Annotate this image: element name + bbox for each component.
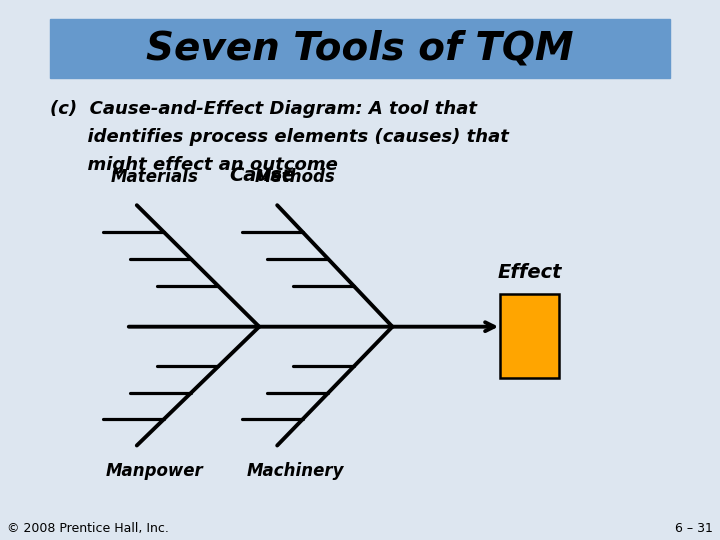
Text: Seven Tools of TQM: Seven Tools of TQM [146, 30, 574, 68]
Text: Methods: Methods [255, 168, 336, 186]
Text: Effect: Effect [498, 263, 562, 282]
Text: Manpower: Manpower [106, 462, 204, 480]
Text: (c)  Cause-and-Effect Diagram: A tool that: (c) Cause-and-Effect Diagram: A tool tha… [50, 100, 477, 118]
Text: Materials: Materials [111, 168, 199, 186]
Text: Cause: Cause [230, 166, 296, 185]
Text: identifies process elements (causes) that: identifies process elements (causes) tha… [50, 128, 509, 146]
Text: Machinery: Machinery [246, 462, 344, 480]
FancyBboxPatch shape [50, 19, 670, 78]
Text: © 2008 Prentice Hall, Inc.: © 2008 Prentice Hall, Inc. [7, 522, 169, 535]
Text: might effect an outcome: might effect an outcome [50, 156, 338, 174]
FancyBboxPatch shape [500, 294, 559, 378]
Text: 6 – 31: 6 – 31 [675, 522, 713, 535]
